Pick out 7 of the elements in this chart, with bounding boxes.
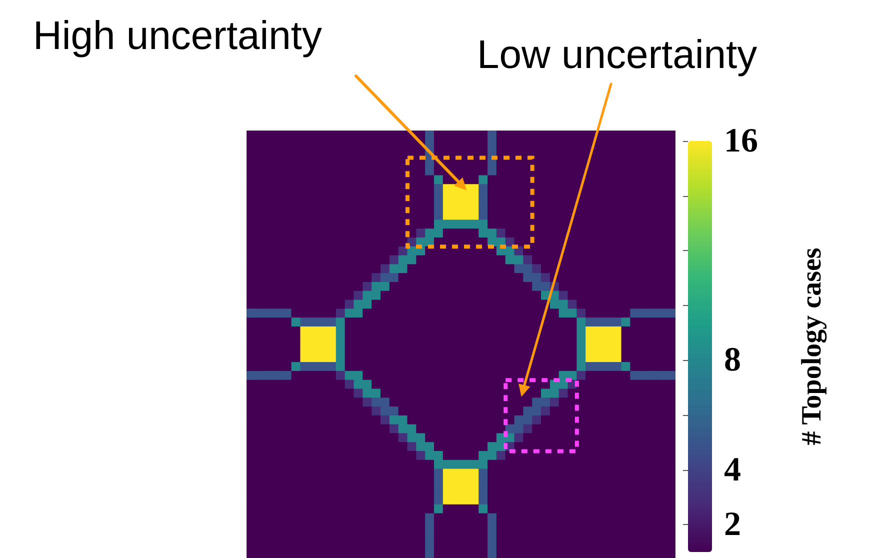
color-bar-label: 4 xyxy=(724,451,741,488)
color-bar-label: 2 xyxy=(724,506,741,544)
text: High uncertainty xyxy=(33,14,322,58)
color-bar-label: 8 xyxy=(724,342,741,379)
text: Low uncertainty xyxy=(477,33,758,77)
color-bar-label: 16 xyxy=(724,122,758,160)
color-bar-title: # Topology cases xyxy=(796,248,828,446)
